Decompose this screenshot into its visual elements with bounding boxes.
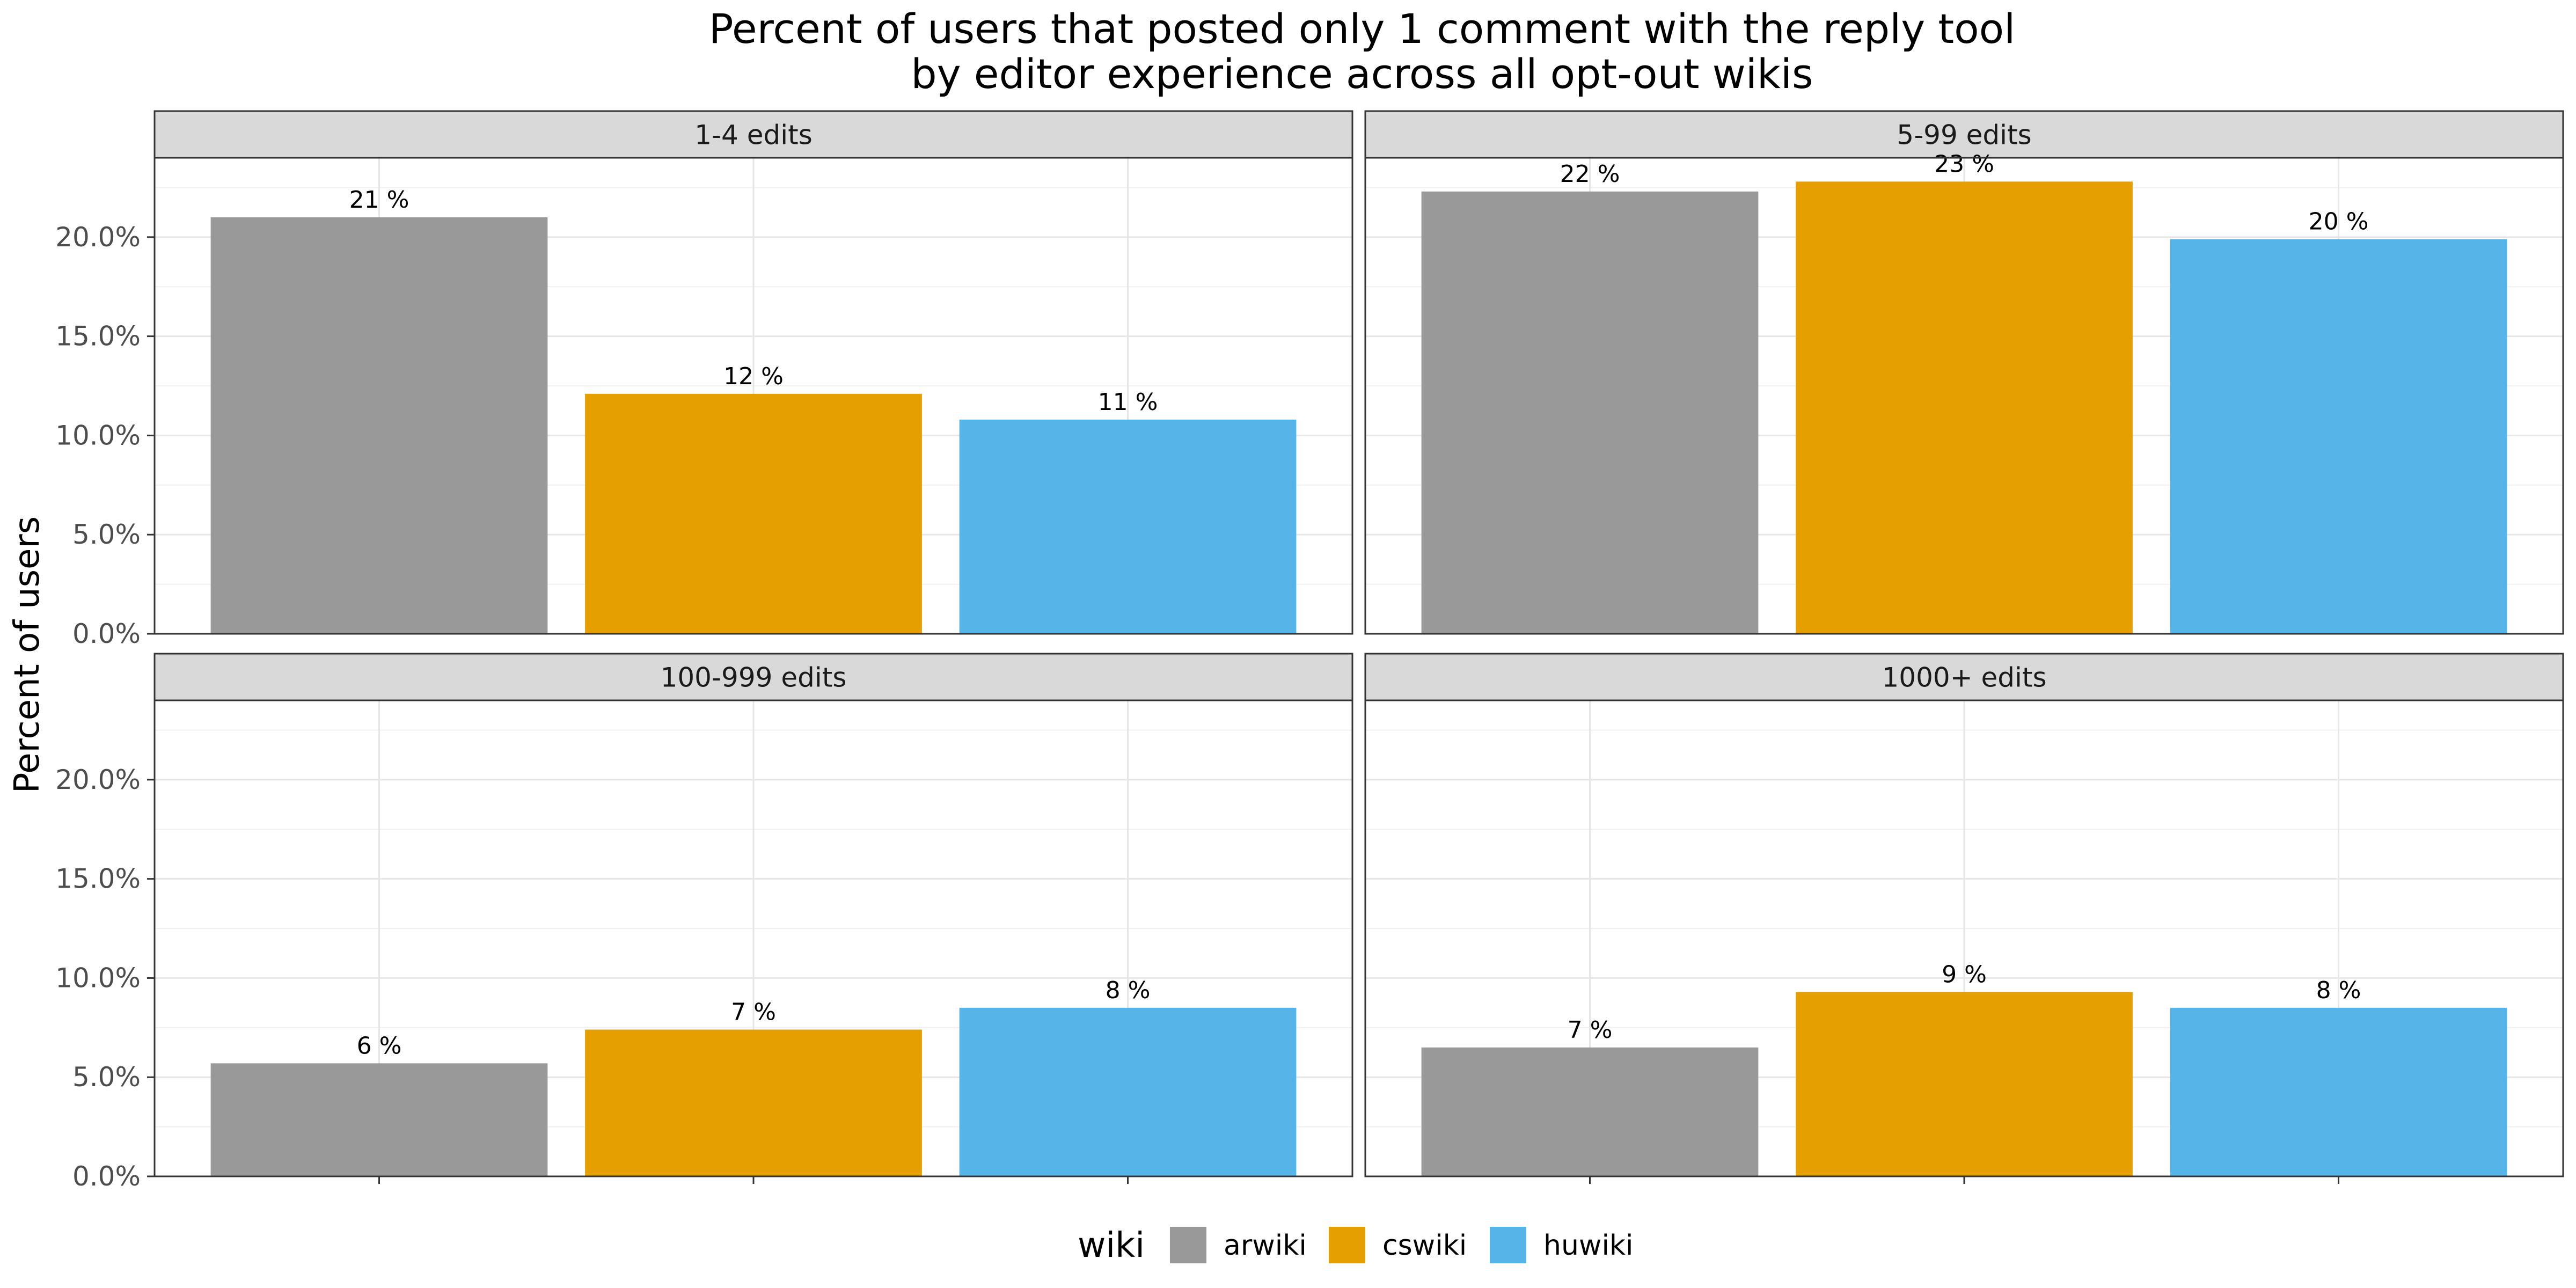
bar-huwiki [2170,1007,2507,1176]
y-tick-label: 15.0% [55,321,141,352]
bar-value-label: 12 % [723,363,784,390]
y-tick-label: 20.0% [55,764,141,795]
panel-border [153,157,1353,635]
bar-huwiki [2170,239,2507,634]
y-tick-label: 0.0% [72,1161,141,1192]
legend-label: cswiki [1382,1230,1467,1262]
facet-panel: 1-4 edits 21 % 12 % 11 % 0.0% 5.0% 10.0% 15.0% 2… [55,110,1353,649]
legend-title: wiki [1078,1226,1145,1265]
bar-value-label: 20 % [2309,208,2369,236]
y-tick-label: 0.0% [72,618,141,649]
legend-item-huwiki: huwiki [1490,1227,1633,1263]
bar-value-label: 22 % [1560,160,1620,188]
legend-key [1170,1227,1206,1263]
legend-item-arwiki: arwiki [1170,1227,1307,1263]
facet-strip [153,110,1353,159]
facet-strip-label: 100-999 edits [661,662,847,693]
bar-cswiki [1796,181,2133,634]
bar-arwiki [1421,1047,1759,1176]
bar-value-label: 7 % [1568,1016,1613,1044]
facet-strip [1364,653,2564,701]
bar-arwiki [210,217,548,634]
bar-value-label: 11 % [1098,389,1158,416]
bar-arwiki [210,1063,548,1176]
y-tick-label: 5.0% [72,519,141,550]
chart-subtitle: by editor experience across all opt-out … [911,50,1813,98]
chart-title: Percent of users that posted only 1 comm… [709,5,2016,53]
bar-value-label: 8 % [1106,977,1151,1004]
facet-strip-label: 1-4 edits [694,120,813,151]
facet-strip-label: 1000+ edits [1882,662,2046,693]
bar-value-label: 8 % [2316,977,2361,1004]
y-tick-label: 20.0% [55,222,141,253]
bar-value-label: 7 % [731,999,776,1026]
y-axis-label: Percent of users [8,516,47,793]
legend-item-cswiki: cswiki [1329,1227,1467,1263]
facet-panel: 1000+ edits 7 % 9 % 8 % [1364,653,2564,1184]
facet-panel: 100-999 edits 6 % 7 % 8 % 0.0% 5.0% 10.0% 15.0%… [55,653,1353,1192]
legend-label: huwiki [1543,1230,1633,1262]
bar-cswiki [585,1029,922,1176]
bar-arwiki [1421,191,1759,634]
legend-label: arwiki [1224,1230,1307,1262]
bar-huwiki [959,419,1297,634]
bar-value-label: 6 % [357,1032,402,1059]
y-tick-label: 10.0% [55,420,141,451]
bar-value-label: 9 % [1942,961,1987,988]
bar-cswiki [585,393,922,634]
legend: wiki arwiki cswiki huwiki [1078,1226,1633,1265]
bar-value-label: 21 % [349,186,409,214]
bar-cswiki [1796,992,2133,1176]
panel-border [1364,157,2564,635]
bar-value-label: 23 % [1934,150,1994,178]
facet-strip-label: 5-99 edits [1897,120,2031,151]
legend-key [1329,1227,1365,1263]
facet-strip [1364,110,2564,159]
facet-panels: 1-4 edits 21 % 12 % 11 % 0.0% 5.0% 10.0% 15.0% 2… [55,110,2564,1192]
facet-panel: 5-99 edits 22 % 23 % 20 % [1364,110,2564,635]
legend-key [1490,1227,1526,1263]
y-tick-label: 15.0% [55,863,141,895]
y-tick-label: 5.0% [72,1062,141,1093]
bar-huwiki [959,1007,1297,1176]
facet-strip [153,653,1353,701]
y-tick-label: 10.0% [55,962,141,993]
